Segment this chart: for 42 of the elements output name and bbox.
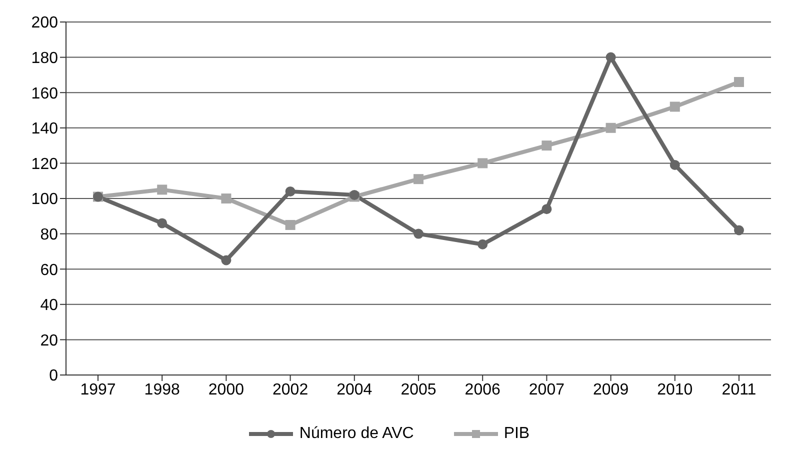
y-tick-label: 20 — [40, 332, 58, 350]
legend-label: PIB — [504, 425, 530, 443]
point — [734, 225, 744, 236]
point — [285, 186, 296, 196]
point — [606, 122, 616, 133]
y-tick-label: 80 — [40, 226, 58, 244]
x-tick-label: 2000 — [208, 381, 244, 398]
x-tick-label: 2004 — [336, 381, 372, 398]
point — [157, 218, 168, 228]
point — [157, 184, 168, 195]
point — [221, 194, 232, 204]
point — [414, 228, 424, 239]
x-tick-label: 2007 — [528, 381, 565, 398]
point — [670, 102, 680, 112]
y-tick-label: 0 — [49, 368, 58, 385]
point — [542, 204, 552, 214]
point — [478, 158, 488, 168]
point — [734, 77, 744, 88]
y-tick-label: 200 — [31, 14, 58, 32]
x-tick-label: 2002 — [272, 381, 308, 398]
y-tick-label: 40 — [40, 297, 58, 314]
point — [670, 160, 680, 170]
point — [221, 255, 232, 266]
point — [542, 140, 552, 151]
point — [606, 52, 616, 62]
x-tick-label: 2011 — [722, 381, 756, 398]
x-tick-label: 1998 — [144, 381, 180, 398]
y-tick-label: 160 — [31, 85, 58, 102]
point — [285, 220, 296, 230]
x-tick-label: 1997 — [80, 381, 116, 398]
y-tick-label: 60 — [40, 262, 58, 279]
x-tick-label: 2010 — [657, 381, 693, 398]
x-tick-label: 2006 — [464, 381, 500, 398]
x-tick-label: 2005 — [400, 381, 436, 398]
point — [414, 174, 424, 184]
y-tick-label: 140 — [31, 120, 58, 138]
legend-label: Número de AVC — [299, 425, 414, 443]
x-tick-label: 2009 — [593, 381, 629, 398]
y-tick-label: 100 — [31, 191, 58, 208]
y-tick-label: 120 — [31, 156, 58, 173]
point — [478, 239, 488, 250]
y-tick-label: 180 — [31, 50, 58, 67]
